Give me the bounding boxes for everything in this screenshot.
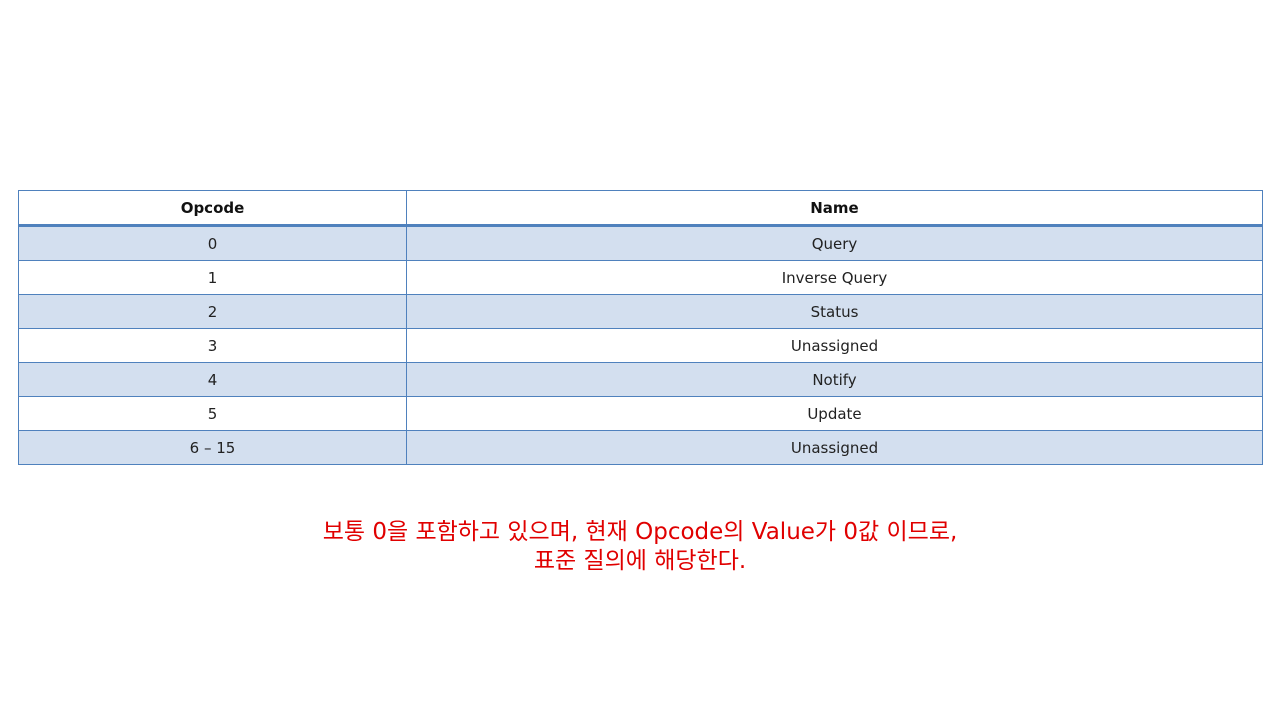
header-row: Opcode Name (18, 190, 1263, 227)
cell-name: Query (406, 225, 1263, 261)
table-row: 3 Unassigned (18, 328, 1263, 363)
opcode-table: Opcode Name 0 Query 1 Inverse Query 2 St… (18, 190, 1263, 465)
cell-opcode: 1 (18, 260, 407, 295)
cell-opcode: 3 (18, 328, 407, 363)
caption-line-2: 표준 질의에 해당한다. (533, 548, 747, 574)
cell-opcode: 2 (18, 294, 407, 329)
table-row: 4 Notify (18, 362, 1263, 397)
cell-name: Unassigned (406, 328, 1263, 363)
table-row: 1 Inverse Query (18, 260, 1263, 295)
table-header: Opcode Name (18, 190, 1263, 227)
table-row: 5 Update (18, 396, 1263, 431)
table-row: 6 – 15 Unassigned (18, 430, 1263, 465)
cell-opcode: 5 (18, 396, 407, 431)
cell-name: Status (406, 294, 1263, 329)
cell-opcode: 0 (18, 225, 407, 261)
slide-caption: 보통 0을 포함하고 있으며, 현재 Opcode의 Value가 0값 이므로… (0, 518, 1280, 576)
cell-opcode: 4 (18, 362, 407, 397)
table-row: 2 Status (18, 294, 1263, 329)
cell-opcode: 6 – 15 (18, 430, 407, 465)
cell-name: Inverse Query (406, 260, 1263, 295)
cell-name: Unassigned (406, 430, 1263, 465)
cell-name: Update (406, 396, 1263, 431)
table-body: 0 Query 1 Inverse Query 2 Status 3 Unass… (18, 225, 1263, 465)
cell-name: Notify (406, 362, 1263, 397)
table-row: 0 Query (18, 225, 1263, 261)
caption-line-1: 보통 0을 포함하고 있으며, 현재 Opcode의 Value가 0값 이므로… (322, 519, 958, 545)
header-name: Name (406, 190, 1263, 227)
header-opcode: Opcode (18, 190, 407, 227)
